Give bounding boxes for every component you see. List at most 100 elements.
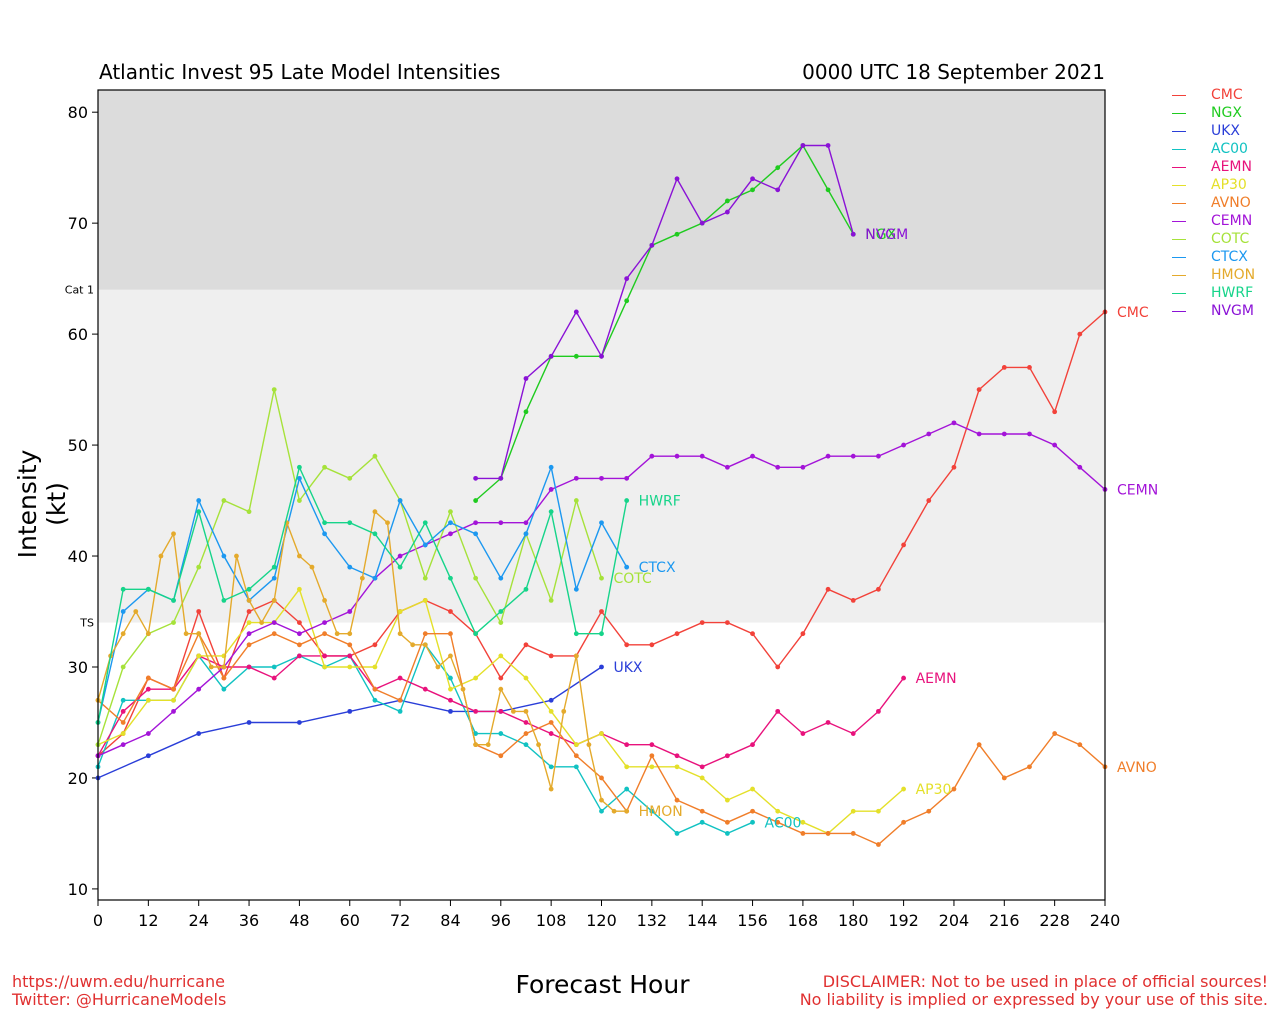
series-end-label: NVGM	[865, 227, 908, 243]
data-point	[322, 598, 327, 603]
disclaimer-line-1: DISCLAIMER: Not to be used in place of o…	[822, 972, 1268, 991]
legend-label: CTCX	[1211, 249, 1248, 265]
data-point	[548, 731, 554, 736]
data-point	[196, 609, 202, 614]
series-hmon	[95, 509, 630, 814]
data-point	[171, 686, 176, 692]
data-point	[171, 620, 176, 626]
chart-title: Atlantic Invest 95 Late Model Intensitie…	[99, 60, 501, 84]
x-tick-label: 72	[390, 911, 410, 930]
x-tick-label: 84	[440, 911, 460, 930]
series-line	[97, 464, 628, 723]
series-end-label: AEMN	[916, 671, 957, 687]
series-line	[475, 144, 854, 480]
data-point	[347, 520, 353, 526]
data-point	[926, 498, 932, 503]
data-point	[599, 664, 604, 670]
data-point	[523, 708, 529, 714]
data-point	[624, 808, 630, 814]
data-point	[599, 475, 604, 481]
x-tick-label: 144	[687, 911, 718, 930]
legend-swatch	[1172, 94, 1186, 96]
y-tick-label: 60	[68, 325, 88, 344]
data-point	[422, 598, 428, 603]
x-tick-label: 108	[536, 911, 567, 930]
data-point	[297, 553, 302, 559]
data-point	[448, 708, 453, 714]
footer-disclaimer: DISCLAIMER: Not to be used in place of o…	[800, 973, 1268, 1009]
x-tick-label: 96	[491, 911, 511, 930]
data-point	[800, 464, 806, 470]
data-point	[359, 575, 365, 581]
legend-swatch	[1172, 292, 1186, 294]
data-point	[448, 531, 453, 537]
legend-label: CMC	[1211, 87, 1243, 103]
y-tick-label: 30	[68, 658, 88, 677]
data-point	[724, 797, 730, 803]
data-point	[246, 509, 252, 515]
data-point	[750, 187, 755, 193]
data-point	[510, 708, 516, 714]
data-point	[221, 498, 227, 503]
legend-label: HMON	[1211, 267, 1256, 283]
data-point	[422, 631, 428, 637]
data-point	[674, 831, 680, 836]
plot-frame	[97, 89, 1106, 901]
data-point	[196, 686, 202, 692]
data-point	[246, 586, 252, 592]
data-point	[120, 720, 126, 725]
data-point	[775, 664, 781, 670]
legend-item: AVNO	[1172, 194, 1255, 212]
data-point	[649, 808, 655, 814]
data-point	[674, 753, 680, 759]
data-point	[473, 520, 479, 526]
legend-item: AC00	[1172, 140, 1255, 158]
data-point	[246, 620, 252, 626]
legend-swatch	[1172, 148, 1186, 150]
data-point	[448, 575, 453, 581]
data-point	[120, 631, 126, 637]
series-end-label: CTCX	[639, 560, 676, 576]
data-point	[699, 808, 705, 814]
legend-item: CEMN	[1172, 212, 1255, 230]
legend-item: AP30	[1172, 176, 1255, 194]
data-point	[297, 642, 302, 648]
data-point	[196, 509, 202, 515]
data-point	[850, 831, 856, 836]
data-point	[523, 520, 529, 526]
data-point	[322, 631, 327, 637]
data-point	[473, 742, 479, 748]
data-point	[120, 664, 126, 670]
data-point	[901, 786, 906, 792]
data-point	[460, 686, 466, 692]
series-end-label: AC00	[765, 815, 802, 831]
data-point	[347, 475, 353, 481]
data-point	[750, 742, 755, 748]
data-point	[473, 708, 479, 714]
data-point	[850, 808, 856, 814]
data-point	[976, 742, 982, 748]
data-point	[699, 453, 705, 459]
data-point	[926, 431, 932, 437]
chart-datetime: 0000 UTC 18 September 2021	[802, 60, 1105, 84]
data-point	[901, 442, 906, 448]
data-point	[271, 564, 277, 570]
y-tick-label: 40	[68, 547, 88, 566]
data-point	[473, 475, 479, 481]
data-point	[422, 542, 428, 548]
data-point	[523, 586, 529, 592]
data-point	[624, 276, 630, 282]
data-point	[951, 420, 957, 426]
x-tick-label: 216	[989, 911, 1020, 930]
data-point	[599, 797, 604, 803]
series-avno	[95, 631, 1108, 847]
footer-url[interactable]: https://uwm.edu/hurricane	[12, 972, 225, 991]
legend-swatch	[1172, 184, 1186, 186]
data-point	[825, 831, 831, 836]
legend-item: NVGM	[1172, 302, 1255, 320]
data-point	[297, 631, 302, 637]
x-tick-label: 120	[586, 911, 617, 930]
x-tick-label: 132	[637, 911, 668, 930]
data-point	[234, 553, 239, 559]
data-point	[523, 642, 529, 648]
